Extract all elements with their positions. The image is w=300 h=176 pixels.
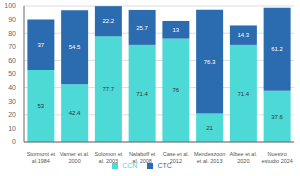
svg-text:54.5: 54.5 [69,44,81,50]
svg-text:Varner et al.2000: Varner et al.2000 [60,151,90,164]
svg-text:10: 10 [8,125,16,132]
html-text:CTC: CTC [157,162,172,169]
svg-text:22.2: 22.2 [103,18,115,24]
svg-text:40: 40 [8,84,16,91]
svg-text:61.2: 61.2 [271,46,283,52]
svg-text:Mendeszoonet al. 2013: Mendeszoonet al. 2013 [194,151,226,164]
svg-text:90: 90 [8,16,16,23]
svg-text:53: 53 [38,103,45,109]
html-text:CCN: CCN [122,162,138,169]
svg-text:100: 100 [8,2,16,9]
svg-text:Albee et al.2020: Albee et al.2020 [230,151,258,164]
svg-text:13: 13 [173,27,180,33]
svg-text:76.3: 76.3 [204,59,216,65]
svg-text:71.4: 71.4 [238,91,250,97]
svg-text:Nalaboff etal. 2008: Nalaboff etal. 2008 [129,151,156,164]
svg-text:Solomon etal. 2003: Solomon etal. 2003 [94,151,122,164]
svg-text:80: 80 [8,30,16,37]
svg-text:42.4: 42.4 [69,110,81,116]
svg-text:Nuestroestudio 2024: Nuestroestudio 2024 [261,151,292,164]
svg-text:76: 76 [173,87,180,93]
svg-text:77.7: 77.7 [103,86,115,92]
svg-text:14.3: 14.3 [238,32,250,38]
svg-text:71.4: 71.4 [136,91,148,97]
svg-text:70: 70 [8,43,16,50]
svg-text:20: 20 [8,111,16,118]
svg-text:25.7: 25.7 [136,25,148,31]
svg-text:37.6: 37.6 [271,114,283,120]
svg-text:0: 0 [12,138,16,145]
svg-text:21: 21 [206,125,213,131]
svg-text:60: 60 [8,57,16,64]
svg-text:30: 30 [8,98,16,105]
svg-text:50: 50 [8,70,16,77]
svg-text:Stormont etal.1984: Stormont etal.1984 [27,151,56,164]
svg-text:37: 37 [38,42,45,48]
svg-text:Case et al.2012: Case et al.2012 [163,151,190,164]
